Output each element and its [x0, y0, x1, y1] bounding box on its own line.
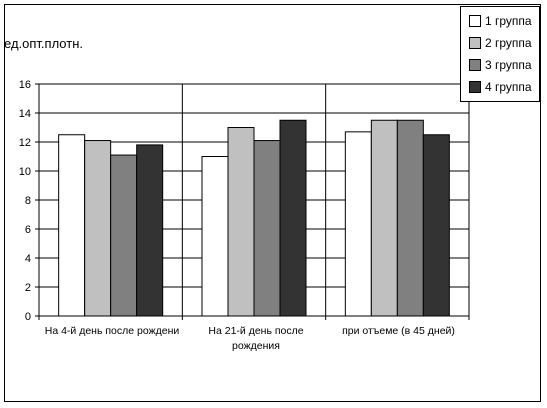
bar-2-1: [84, 140, 112, 317]
x-tick-label-3: при отъеме (в 45 дней): [342, 325, 455, 337]
y-tick-label: 0: [25, 311, 31, 323]
bar-4-2: [279, 119, 307, 317]
chart-frame: [4, 4, 541, 402]
y-tick-label: 14: [19, 108, 31, 120]
bar-3-3: [396, 119, 424, 317]
y-tick-label: 4: [25, 253, 31, 265]
bar-1-3: [344, 131, 372, 317]
legend-item-3: 3 группа: [469, 57, 532, 73]
legend: 1 группа 2 группа 3 группа 4 группа: [460, 6, 540, 102]
legend-swatch-2: [469, 37, 481, 49]
y-tick-label: 16: [19, 79, 31, 91]
y-tick-label: 6: [25, 224, 31, 236]
bar-2-2: [227, 127, 255, 317]
legend-swatch-1: [469, 15, 481, 27]
legend-label-1: 1 группа: [485, 14, 532, 28]
y-axis-label: ед.опт.плотн.: [4, 36, 83, 51]
legend-item-2: 2 группа: [469, 35, 532, 51]
bar-3-1: [110, 154, 138, 317]
legend-label-3: 3 группа: [485, 58, 532, 72]
y-tick-label: 8: [25, 195, 31, 207]
bar-2-3: [370, 119, 398, 317]
bar-1-1: [58, 134, 86, 317]
legend-label-2: 2 группа: [485, 36, 532, 50]
legend-swatch-3: [469, 59, 481, 71]
bar-3-2: [253, 140, 281, 317]
x-tick-label-1: На 4-й день после рождени: [44, 325, 180, 337]
y-tick-label: 2: [25, 282, 31, 294]
y-tick-label: 12: [19, 137, 31, 149]
legend-swatch-4: [469, 81, 481, 93]
x-tick-label-2: На 21-й день после рождения: [208, 325, 304, 352]
legend-item-4: 4 группа: [469, 79, 532, 95]
bar-4-1: [136, 144, 164, 317]
legend-label-4: 4 группа: [485, 80, 532, 94]
y-tick-label: 10: [19, 166, 31, 178]
bar-4-3: [422, 134, 450, 317]
bar-1-2: [201, 156, 229, 317]
legend-item-1: 1 группа: [469, 13, 532, 29]
